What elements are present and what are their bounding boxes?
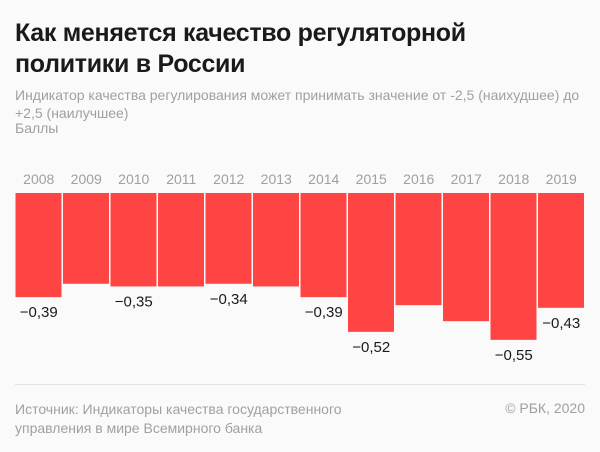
data-label: −0,39 xyxy=(20,304,58,321)
bar-2013 xyxy=(253,193,299,287)
bar-2016 xyxy=(395,193,442,306)
x-tick-label: 2019 xyxy=(546,171,577,187)
bar-2019 xyxy=(538,193,584,308)
x-tick-label: 2014 xyxy=(308,171,339,187)
bar-2010 xyxy=(110,193,157,287)
bar-2009 xyxy=(63,193,109,284)
chart-title: Как меняется качество регуляторной полит… xyxy=(15,19,466,78)
data-label: −0,52 xyxy=(352,339,390,356)
bar-chart: 2008 −0,39 2009 2010 −0,35 2011 2012 −0,34 2013 2… xyxy=(15,171,584,364)
x-tick-label: 2012 xyxy=(213,171,244,187)
source-note: Источник: Индикаторы качества государств… xyxy=(15,401,342,436)
bar-2012 xyxy=(205,193,252,284)
chart-subtitle: Индикатор качества регулирования может п… xyxy=(15,87,580,121)
x-tick-label: 2010 xyxy=(118,171,149,187)
units-label: Баллы xyxy=(15,120,59,136)
footer-divider xyxy=(15,384,585,385)
x-tick-label: 2009 xyxy=(71,171,102,187)
data-label: −0,34 xyxy=(210,291,248,308)
x-tick-label: 2016 xyxy=(403,171,434,187)
data-label: −0,35 xyxy=(115,293,153,310)
x-tick-label: 2018 xyxy=(498,171,529,187)
bar-2008 xyxy=(15,193,62,298)
x-tick-label: 2011 xyxy=(166,171,196,187)
x-tick-label: 2015 xyxy=(356,171,387,187)
data-label: −0,39 xyxy=(305,304,343,321)
copyright: © РБК, 2020 xyxy=(505,400,585,416)
bar-2014 xyxy=(300,193,347,298)
x-tick-label: 2017 xyxy=(451,171,482,187)
bar-2018 xyxy=(490,193,537,340)
data-label: −0,55 xyxy=(495,347,533,364)
bar-2017 xyxy=(443,193,489,322)
bar-2015 xyxy=(348,193,394,332)
x-tick-label: 2013 xyxy=(261,171,292,187)
x-tick-label: 2008 xyxy=(23,171,54,187)
bar-2011 xyxy=(158,193,204,287)
data-label: −0,43 xyxy=(542,315,580,332)
